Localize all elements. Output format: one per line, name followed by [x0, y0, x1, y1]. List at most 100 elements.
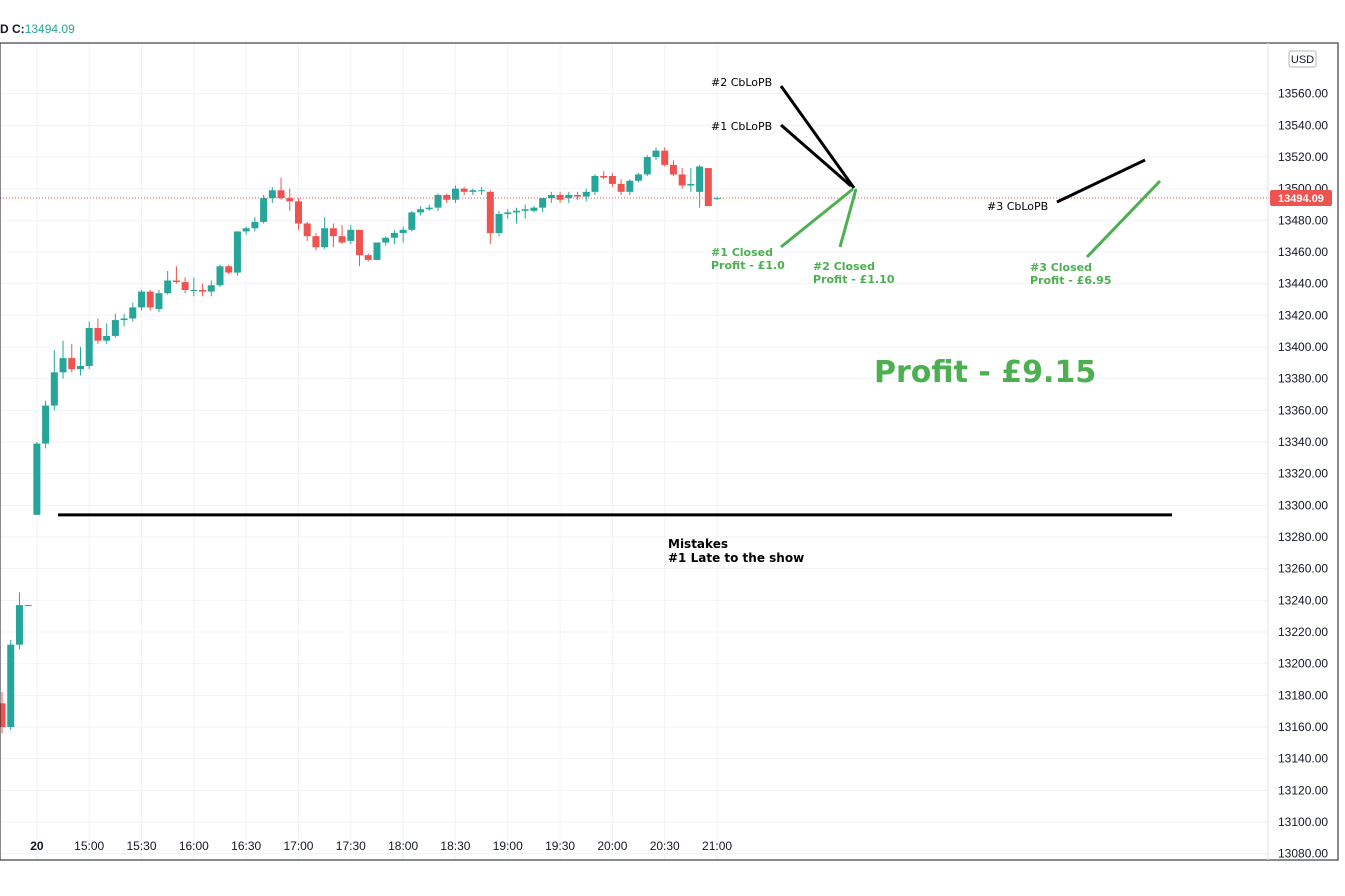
candle[interactable]: [338, 225, 346, 245]
closed-2-title[interactable]: #2 Closed: [813, 260, 875, 273]
candle[interactable]: [76, 347, 84, 376]
closed-3-profit[interactable]: Profit - £6.95: [1030, 274, 1111, 287]
candle[interactable]: [451, 185, 459, 203]
candle[interactable]: [530, 206, 538, 213]
candle[interactable]: [661, 147, 669, 167]
currency-badge[interactable]: USD: [1288, 50, 1317, 68]
candle[interactable]: [521, 204, 529, 219]
candle[interactable]: [399, 226, 407, 243]
candle[interactable]: [286, 188, 294, 211]
entry-2-trendline[interactable]: [779, 85, 856, 189]
candle[interactable]: [146, 290, 154, 311]
candle[interactable]: [425, 204, 433, 211]
candle[interactable]: [207, 280, 215, 297]
candle[interactable]: [225, 264, 233, 275]
candle[interactable]: [504, 209, 512, 219]
candle[interactable]: [373, 242, 381, 260]
candle[interactable]: [233, 231, 241, 276]
candle[interactable]: [574, 191, 582, 200]
candle[interactable]: [635, 172, 643, 183]
candle[interactable]: [356, 229, 364, 267]
candle[interactable]: [434, 193, 442, 211]
candle[interactable]: [591, 174, 599, 195]
candle[interactable]: [242, 226, 250, 235]
candle[interactable]: [539, 198, 547, 213]
candle[interactable]: [33, 442, 41, 515]
candle[interactable]: [294, 198, 302, 230]
candle[interactable]: [42, 400, 50, 449]
candle[interactable]: [138, 290, 146, 311]
candle[interactable]: [155, 290, 163, 313]
candle[interactable]: [0, 692, 6, 734]
candle[interactable]: [495, 210, 503, 237]
closed-2-trendline[interactable]: [838, 188, 858, 248]
candle[interactable]: [216, 264, 224, 287]
entry-3-label[interactable]: #3 CbLoPB: [987, 200, 1048, 213]
candle[interactable]: [50, 350, 58, 411]
candle[interactable]: [364, 253, 372, 262]
candle[interactable]: [268, 187, 276, 203]
candle[interactable]: [460, 187, 468, 195]
candle[interactable]: [85, 321, 93, 370]
candle[interactable]: [172, 266, 180, 284]
candle[interactable]: [190, 277, 198, 297]
candle[interactable]: [303, 221, 311, 241]
closed-1-trendline[interactable]: [780, 187, 854, 249]
candle[interactable]: [486, 190, 494, 245]
candle[interactable]: [321, 217, 329, 249]
candle[interactable]: [617, 179, 625, 195]
entry-2-label[interactable]: #2 CbLoPB: [711, 76, 772, 89]
mistakes-item-1[interactable]: #1 Late to the show: [668, 551, 804, 565]
candle[interactable]: [678, 168, 686, 189]
candle[interactable]: [15, 592, 23, 650]
candle[interactable]: [111, 313, 119, 338]
candle[interactable]: [696, 164, 704, 208]
candle[interactable]: [164, 271, 172, 295]
closed-1-title[interactable]: #1 Closed: [711, 246, 773, 259]
candle[interactable]: [103, 323, 111, 344]
candle[interactable]: [277, 177, 285, 200]
candle[interactable]: [704, 168, 712, 207]
candle[interactable]: [565, 191, 573, 203]
candle[interactable]: [417, 206, 425, 216]
candle[interactable]: [608, 172, 616, 188]
candle[interactable]: [626, 179, 634, 195]
candle[interactable]: [652, 147, 660, 161]
candle[interactable]: [24, 605, 32, 607]
entry-1-label[interactable]: #1 CbLoPB: [711, 120, 772, 133]
closed-1-profit[interactable]: Profit - £1.0: [711, 259, 785, 272]
entry-3-trendline[interactable]: [1056, 158, 1146, 204]
closed-3-trendline[interactable]: [1085, 179, 1162, 259]
candle[interactable]: [260, 195, 268, 224]
candle[interactable]: [7, 639, 15, 731]
closed-2-profit[interactable]: Profit - £1.10: [813, 273, 895, 286]
candle[interactable]: [669, 160, 677, 176]
candle[interactable]: [312, 233, 320, 251]
candle[interactable]: [59, 340, 67, 379]
candle[interactable]: [556, 191, 564, 203]
candle[interactable]: [600, 171, 608, 180]
candle[interactable]: [68, 343, 76, 373]
candle[interactable]: [443, 193, 451, 203]
candle[interactable]: [129, 302, 137, 322]
candle[interactable]: [390, 229, 398, 245]
candle[interactable]: [120, 313, 128, 327]
candle[interactable]: [181, 277, 189, 294]
candle[interactable]: [94, 318, 102, 344]
total-profit-label[interactable]: Profit - £9.15: [874, 355, 1096, 390]
candle[interactable]: [478, 187, 486, 195]
candle[interactable]: [643, 155, 651, 176]
time-axis[interactable]: 20 15:00 15:30 16:00 16:30 17:00 17:30 18:00 18:…: [30, 839, 732, 853]
candle[interactable]: [547, 191, 555, 203]
candle[interactable]: [382, 236, 390, 246]
candle[interactable]: [512, 207, 520, 224]
candle[interactable]: [687, 168, 695, 192]
candle[interactable]: [199, 283, 207, 297]
entry-1-trendline[interactable]: [780, 123, 852, 188]
price-axis[interactable]: 13080.00 13100.00 13120.00 13140.00 13160.00…: [1278, 87, 1328, 861]
candle[interactable]: [347, 225, 355, 245]
candle[interactable]: [329, 223, 337, 248]
candle[interactable]: [408, 210, 416, 232]
closed-3-title[interactable]: #3 Closed: [1030, 261, 1092, 274]
